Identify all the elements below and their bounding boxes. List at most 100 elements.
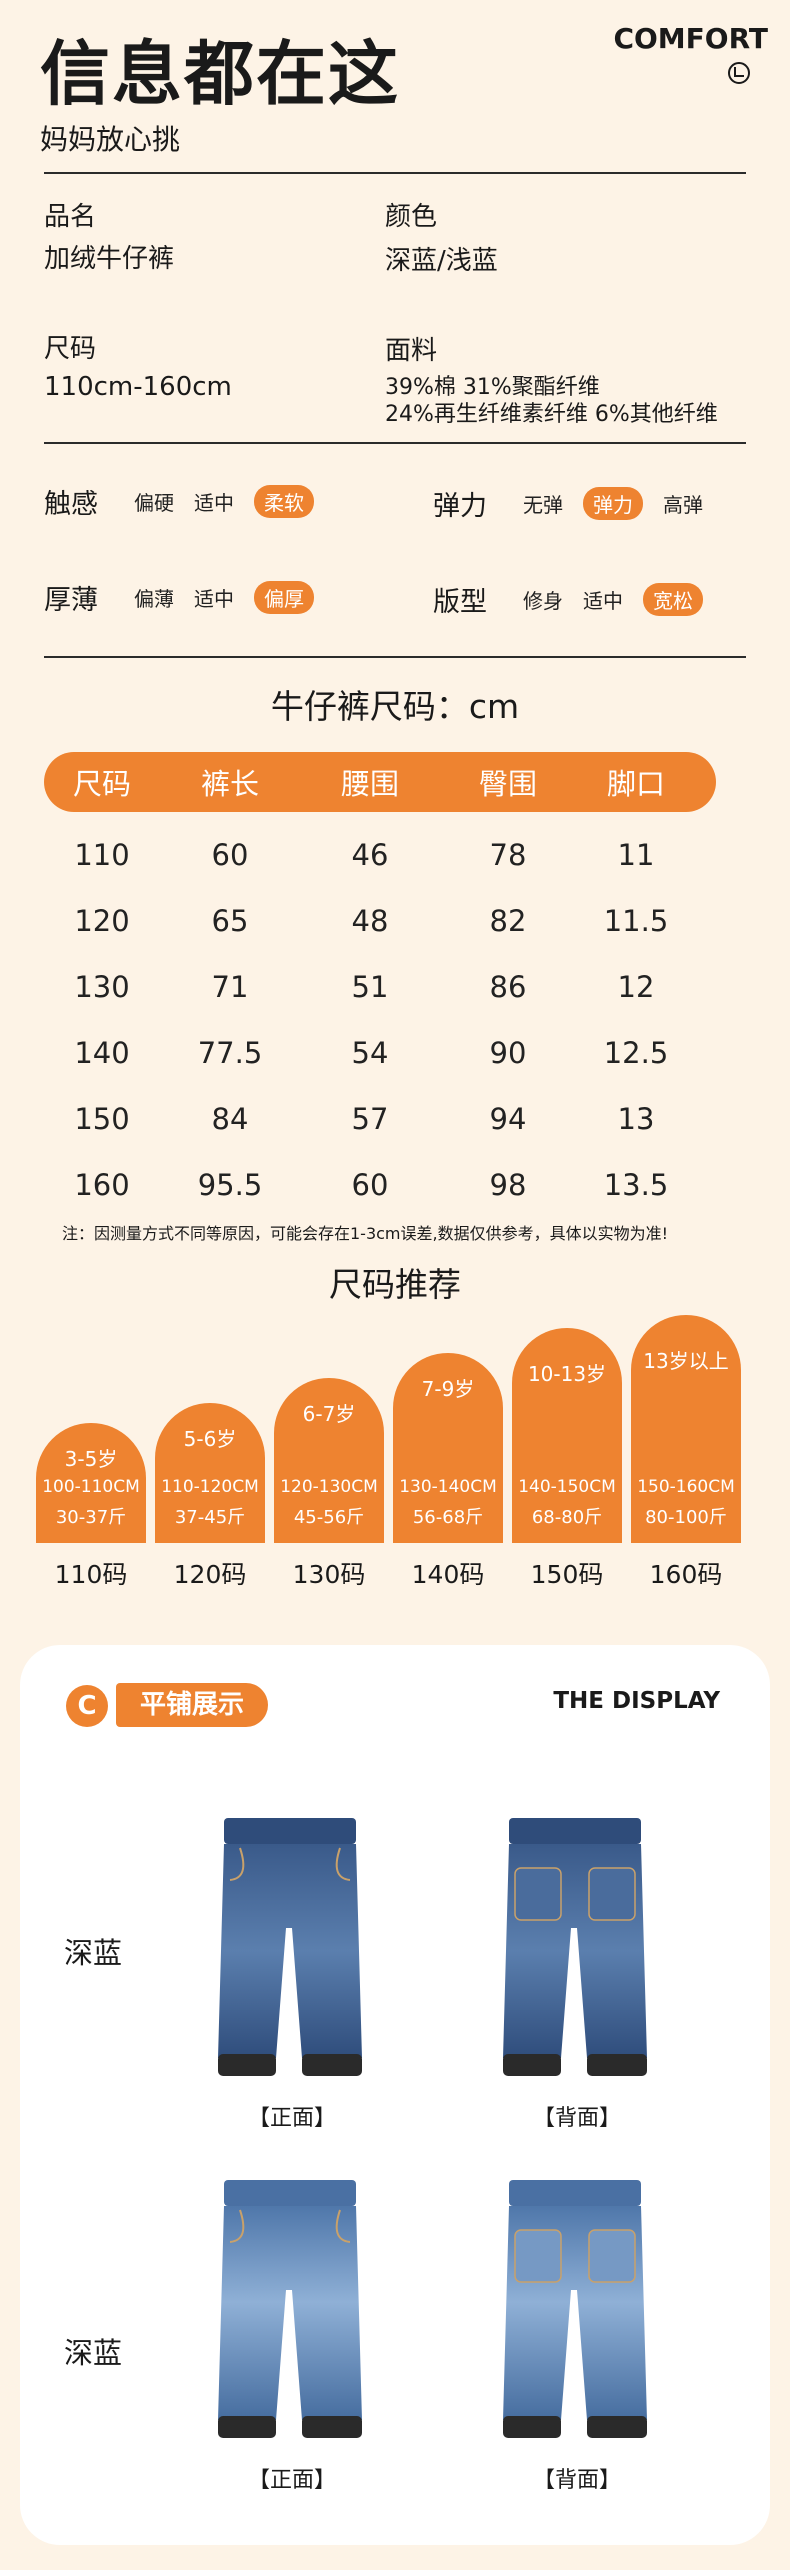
attr-option: 高弹: [663, 493, 703, 517]
table-cell: 77.5: [197, 1036, 263, 1070]
table-cell: 84: [211, 1102, 249, 1136]
recommend-size: 160码: [649, 1560, 723, 1589]
display-title-en: THE DISPLAY: [553, 1688, 720, 1714]
arrow-down-left-icon: [728, 62, 750, 84]
section-badge-letter: C: [66, 1685, 108, 1727]
table-cell: 46: [351, 838, 389, 872]
table-cell: 54: [351, 1036, 389, 1070]
recommend-column: 6-7岁 120-130CM 45-56斤: [274, 1378, 384, 1543]
table-cell: 78: [489, 838, 527, 872]
view-label-front: 【正面】: [247, 2106, 336, 2131]
jeans-back-light-image: [503, 2180, 647, 2438]
page-title: 信息都在这: [40, 33, 400, 115]
recommend-weight: 37-45斤: [174, 1507, 246, 1528]
table-header-cell: 裤长: [200, 767, 259, 801]
table-cell: 60: [211, 838, 249, 872]
jeans-front-dark-image: [218, 1818, 362, 2076]
attr-option: 无弹: [523, 493, 563, 517]
table-cell: 140: [74, 1036, 130, 1070]
table-cell: 160: [74, 1168, 130, 1202]
recommend-title: 尺码推荐: [329, 1265, 461, 1304]
attr-row-fit: 版型 修身 适中 宽松: [433, 580, 723, 619]
recommend-age: 7-9岁: [421, 1377, 475, 1401]
attr-option: 修身: [523, 589, 563, 613]
attr-option-selected: 偏厚: [254, 581, 314, 614]
recommend-column: 13岁以上 150-160CM 80-100斤: [631, 1315, 741, 1543]
table-row: 150 84 57 94 13: [44, 1086, 716, 1152]
table-cell: 13: [617, 1102, 655, 1136]
attr-name: 弹力: [433, 491, 487, 522]
view-label-front: 【正面】: [247, 2468, 336, 2493]
recommend-height: 130-140CM: [399, 1477, 497, 1497]
attr-row-thickness: 厚薄 偏薄 适中 偏厚: [44, 578, 334, 617]
view-label-back: 【背面】: [532, 2468, 621, 2493]
jeans-front-light-image: [218, 2180, 362, 2438]
recommend-weight: 80-100斤: [645, 1507, 727, 1528]
table-cell: 98: [489, 1168, 527, 1202]
fabric-line-1: 39%棉 31%聚酯纤维: [385, 375, 600, 400]
table-cell: 82: [489, 904, 527, 938]
recommend-weight: 45-56斤: [293, 1507, 365, 1528]
page-subtitle: 妈妈放心挑: [40, 123, 181, 156]
display-card: [20, 1645, 770, 2545]
jeans-back-dark-image: [503, 1818, 647, 2076]
table-row: 130 71 51 86 12: [44, 954, 716, 1020]
table-cell: 95.5: [197, 1168, 263, 1202]
table-header-cell: 脚口: [606, 767, 665, 801]
divider: [44, 656, 746, 658]
recommend-height: 150-160CM: [637, 1477, 735, 1497]
info-label-size: 尺码: [44, 334, 97, 364]
info-value-fabric: 39%棉 31%聚酯纤维 24%再生纤维素纤维 6%其他纤维: [385, 374, 718, 428]
recommend-weight: 68-80斤: [531, 1507, 603, 1528]
recommend-size: 110码: [54, 1560, 128, 1589]
recommend-column: 10-13岁 140-150CM 68-80斤: [512, 1328, 622, 1543]
divider: [44, 172, 746, 174]
table-cell: 150: [74, 1102, 130, 1136]
attr-name: 触感: [44, 489, 98, 520]
recommend-column: 5-6岁 110-120CM 37-45斤: [155, 1403, 265, 1543]
attr-name: 厚薄: [44, 585, 98, 616]
recommend-size: 140码: [411, 1560, 485, 1589]
table-header-cell: 臀围: [478, 767, 537, 801]
section-badge-text: 平铺展示: [116, 1683, 269, 1727]
attr-option: 偏薄: [134, 587, 174, 611]
table-row: 120 65 48 82 11.5: [44, 888, 716, 954]
table-row: 160 95.5 60 98 13.5: [44, 1152, 716, 1218]
table-cell: 86: [489, 970, 527, 1004]
table-cell: 12.5: [603, 1036, 669, 1070]
info-value-size: 110cm-160cm: [44, 372, 232, 402]
table-cell: 48: [351, 904, 389, 938]
attr-option: 适中: [194, 491, 234, 515]
table-header-cell: 腰围: [340, 767, 399, 801]
display-color-label: 深蓝: [64, 1936, 123, 1970]
info-label-name: 品名: [44, 202, 97, 232]
recommend-height: 120-130CM: [280, 1477, 378, 1497]
table-row: 140 77.5 54 90 12.5: [44, 1020, 716, 1086]
recommend-size: 120码: [173, 1560, 247, 1589]
recommend-column: 3-5岁 100-110CM 30-37斤: [36, 1423, 146, 1543]
recommend-age: 10-13岁: [527, 1362, 607, 1386]
comfort-label: COMFORT: [613, 22, 768, 55]
display-color-label: 深蓝: [64, 2336, 123, 2370]
size-table-title: 牛仔裤尺码：cm: [270, 687, 520, 726]
recommend-weight: 56-68斤: [412, 1507, 484, 1528]
table-cell: 65: [211, 904, 249, 938]
fabric-line-2: 24%再生纤维素纤维 6%其他纤维: [385, 402, 718, 427]
table-cell: 90: [489, 1036, 527, 1070]
attr-name: 版型: [433, 587, 487, 618]
table-cell: 11.5: [603, 904, 669, 938]
info-label-color: 颜色: [385, 202, 438, 232]
info-value-color: 深蓝/浅蓝: [385, 246, 498, 276]
table-cell: 13.5: [603, 1168, 669, 1202]
recommend-age: 13岁以上: [643, 1349, 729, 1373]
table-cell: 110: [74, 838, 130, 872]
table-cell: 12: [617, 970, 655, 1004]
attr-row-elasticity: 弹力 无弹 弹力 高弹: [433, 484, 723, 523]
attr-option-selected: 弹力: [583, 487, 643, 520]
table-cell: 11: [617, 838, 655, 872]
recommend-height: 140-150CM: [518, 1477, 616, 1497]
size-table-header: 尺码 裤长 腰围 臀围 脚口: [44, 752, 716, 812]
attr-row-touch: 触感 偏硬 适中 柔软: [44, 482, 334, 521]
table-cell: 60: [351, 1168, 389, 1202]
table-cell: 130: [74, 970, 130, 1004]
